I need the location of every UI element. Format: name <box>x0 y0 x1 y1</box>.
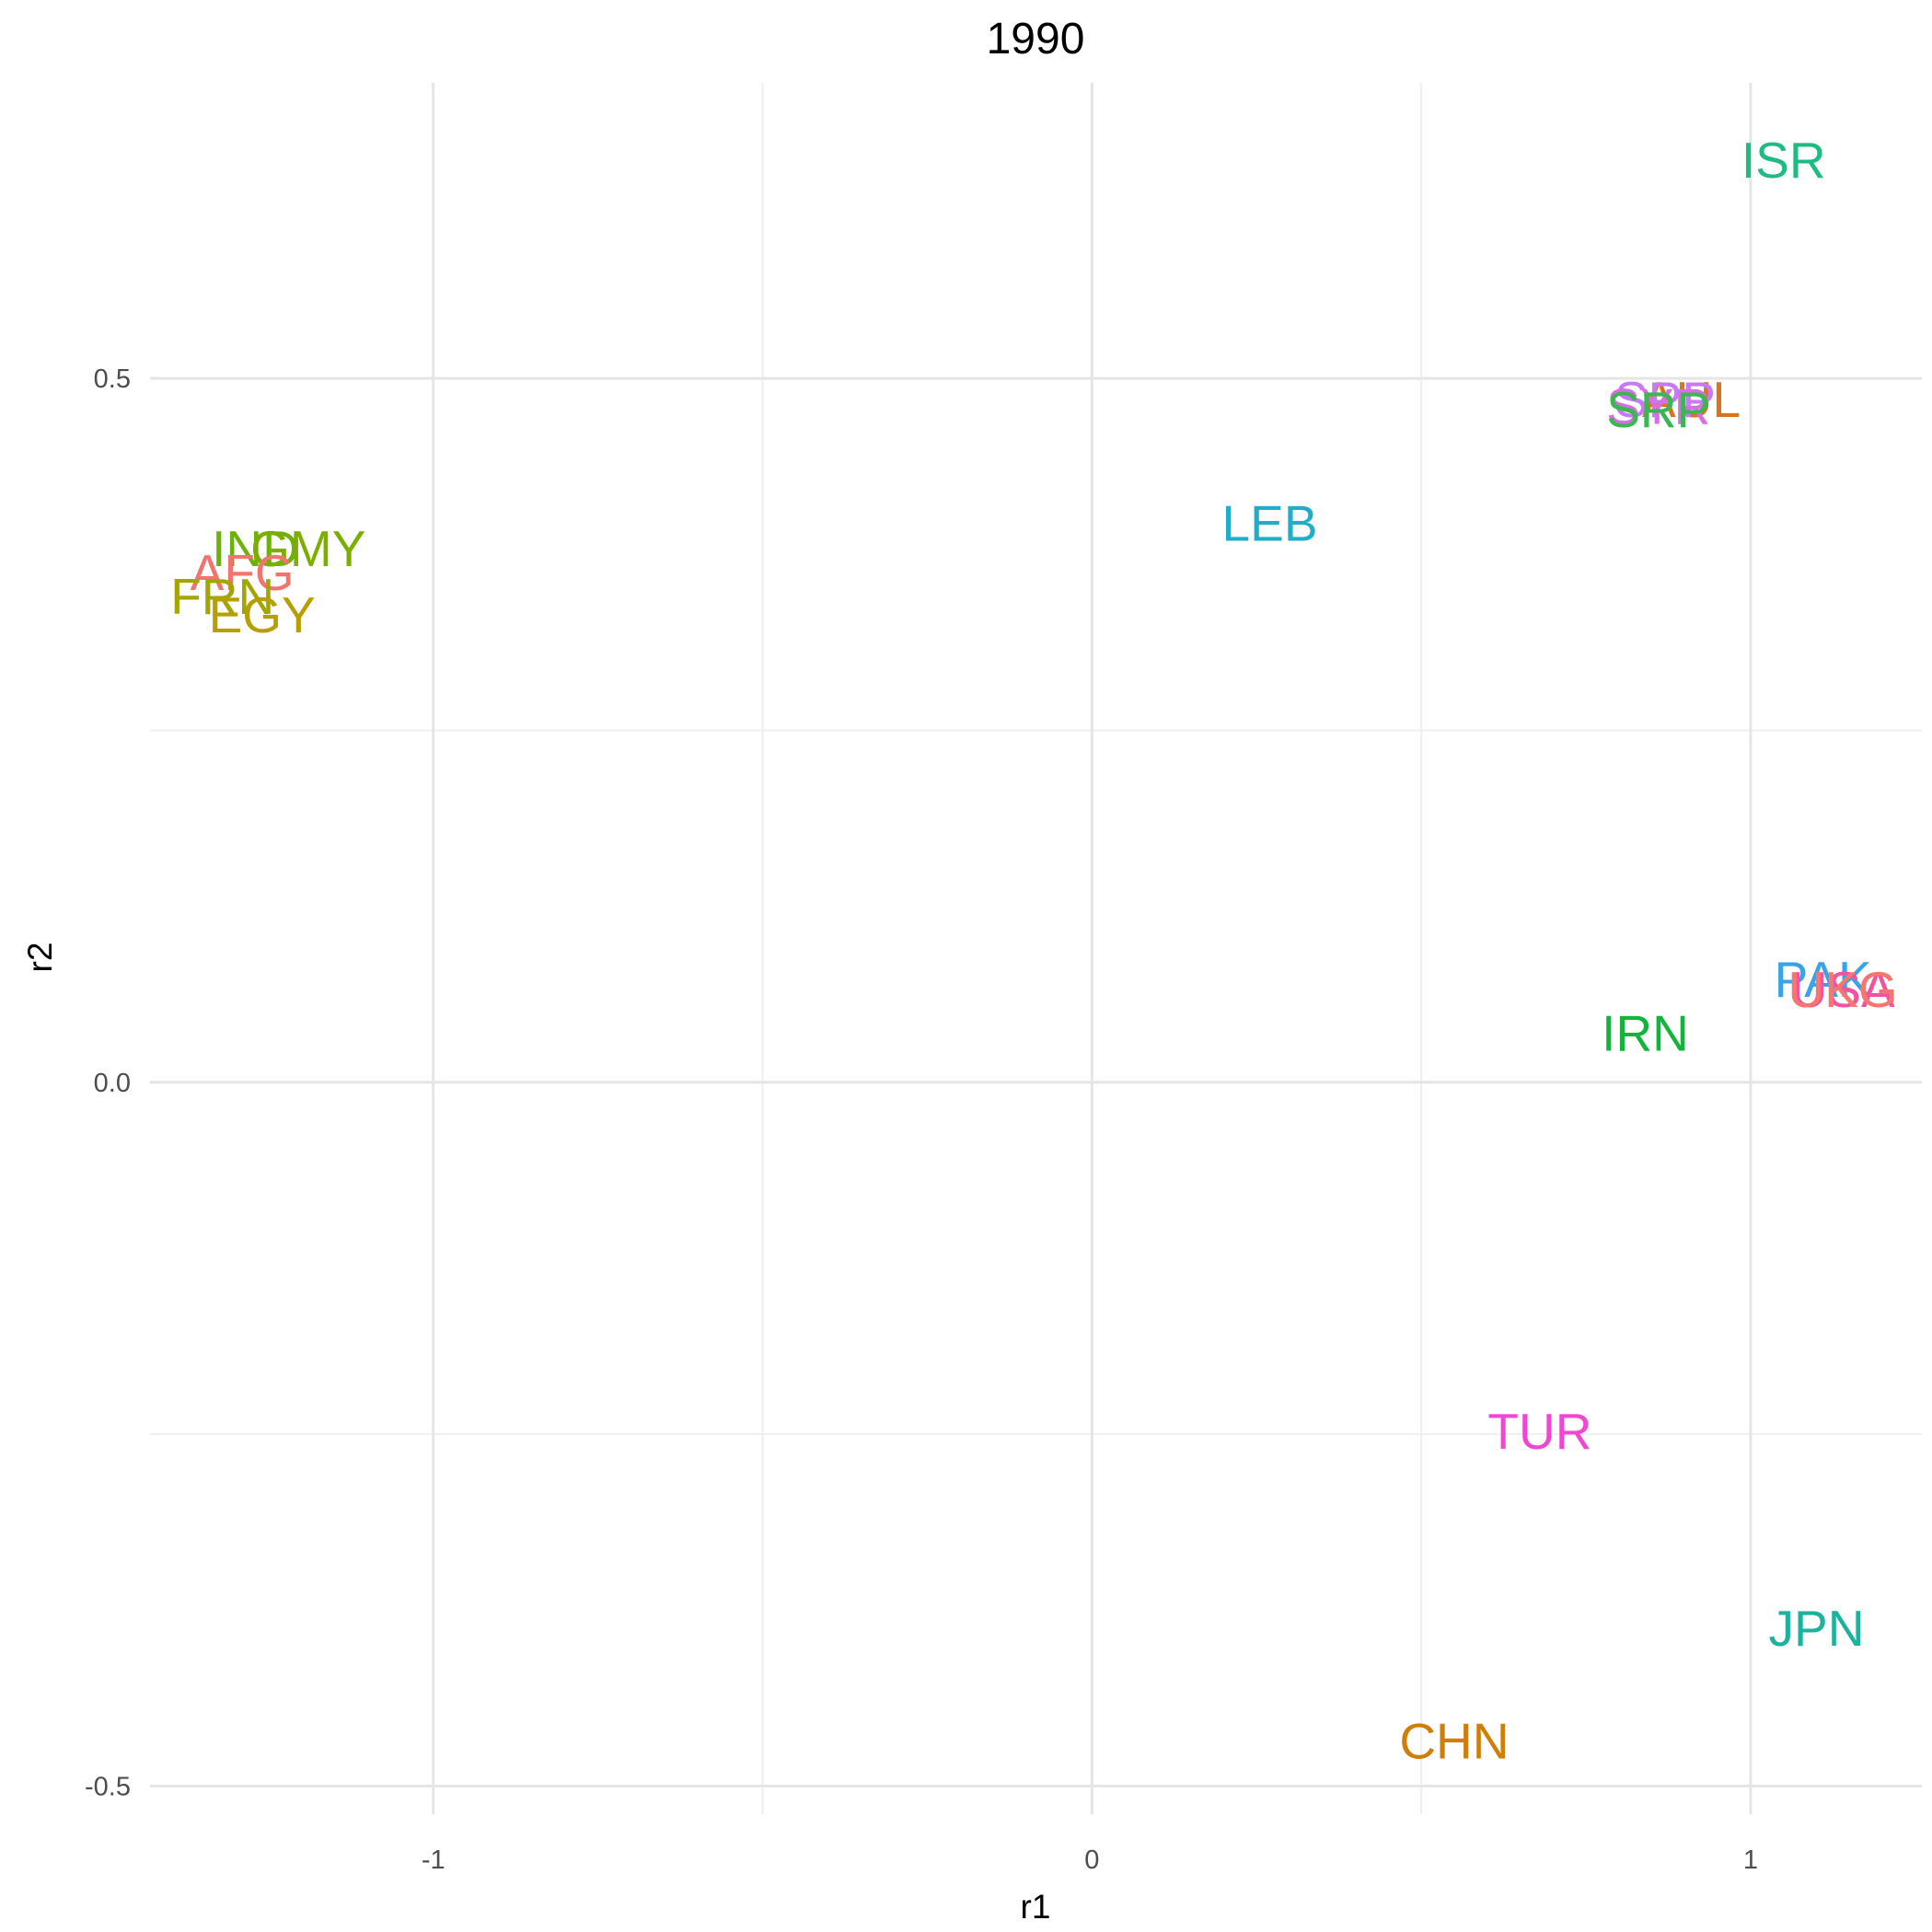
x-axis-title: r1 <box>1021 1888 1051 1926</box>
point-label-gmy: GMY <box>250 520 365 577</box>
point-label-pak: PAK <box>1775 951 1872 1008</box>
y-axis-ticks: -0.5 0.0 0.5 <box>85 364 131 1801</box>
x-tick-label: 0 <box>1084 1845 1099 1875</box>
point-label-ukg: UKG <box>1788 961 1898 1018</box>
point-label-frn: FRN <box>170 568 274 625</box>
point-label-jpn: JPN <box>1769 1600 1865 1657</box>
point-label-syr: SYR <box>1606 378 1710 435</box>
x-axis-ticks: -1 0 1 <box>422 1845 1758 1875</box>
chart-title: 1990 <box>987 15 1085 64</box>
point-label-usa: USA <box>1791 961 1895 1018</box>
point-label-isr: ISR <box>1741 132 1826 189</box>
y-tick-label: -0.5 <box>85 1772 131 1801</box>
y-axis-title: r2 <box>21 943 59 973</box>
point-label-irn: IRN <box>1602 1004 1689 1061</box>
y-tick-label: 0.0 <box>94 1069 131 1098</box>
x-tick-label: -1 <box>422 1845 445 1875</box>
point-label-ind: IND <box>212 520 299 577</box>
point-label-spp: SPP <box>1614 371 1716 428</box>
x-tick-label: 1 <box>1743 1845 1758 1875</box>
grid-lines <box>150 83 1922 1814</box>
point-label-leb: LEB <box>1222 495 1318 552</box>
point-label-tur: TUR <box>1487 1403 1591 1460</box>
point-label-chn: CHN <box>1399 1712 1509 1769</box>
point-label-egy: EGY <box>209 586 316 643</box>
point-label-afg: AFG <box>191 544 295 601</box>
y-tick-label: 0.5 <box>94 364 131 394</box>
point-label-srp: SRP <box>1606 381 1710 438</box>
point-label-aul: AUL <box>1642 371 1741 428</box>
